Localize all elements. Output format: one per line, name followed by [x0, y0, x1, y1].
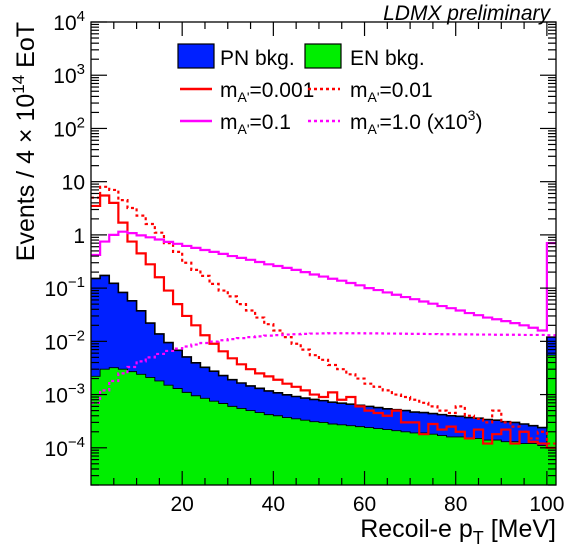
y-tick-label: 103: [53, 61, 85, 88]
legend-label-m10: mA'=1.0 (x103): [350, 107, 482, 137]
y-axis-label: Events / 4 × 1014 EoT: [9, 22, 40, 261]
x-tick-label: 60: [353, 493, 376, 516]
y-tick-label: 10−2: [45, 327, 85, 354]
x-tick-label: 100: [529, 493, 564, 516]
legend-label-m001: mA'=0.01: [350, 79, 433, 105]
x-tick-label: 40: [262, 493, 285, 516]
series-en-bkg-fill: [91, 355, 556, 485]
legend: PN bkg. EN bkg. mA'=0.001 mA'=0.01 mA'=0…: [177, 43, 482, 137]
legend-label-m01: mA'=0.1: [220, 111, 291, 137]
chart-title: LDMX preliminary: [383, 2, 551, 25]
x-tick-label: 80: [444, 493, 467, 516]
plot-frame: [90, 21, 557, 486]
legend-label-pn: PN bkg.: [220, 47, 295, 70]
legend-label-en: EN bkg.: [350, 47, 425, 70]
y-tick-label: 102: [53, 114, 85, 141]
y-tick-label: 10−4: [45, 434, 85, 461]
series-m0001-line: [91, 194, 556, 449]
series-m01-line: [91, 230, 556, 332]
x-tick-label: 20: [170, 493, 193, 516]
y-tick-label: 1: [73, 225, 85, 248]
series-layer: [91, 185, 556, 485]
y-tick-label: 10−1: [45, 274, 85, 301]
legend-swatch-pn: [177, 43, 215, 69]
legend-label-m0001: mA'=0.001: [220, 79, 314, 105]
axes-layer: 20 40 60 80 100 10−4 10−3 10−2 10−1 1 10 102 103 104: [45, 8, 565, 516]
y-tick-label: 10−3: [45, 381, 85, 408]
series-m10-line: [91, 332, 556, 404]
legend-swatch-en: [304, 43, 342, 69]
y-tick-label: 10: [62, 172, 85, 195]
series-pn-bkg-outline: [91, 274, 556, 429]
y-tick-label: 104: [53, 8, 85, 35]
x-axis-label: Recoil-e pT [MeV]: [360, 515, 556, 548]
series-m001-line: [91, 185, 556, 445]
